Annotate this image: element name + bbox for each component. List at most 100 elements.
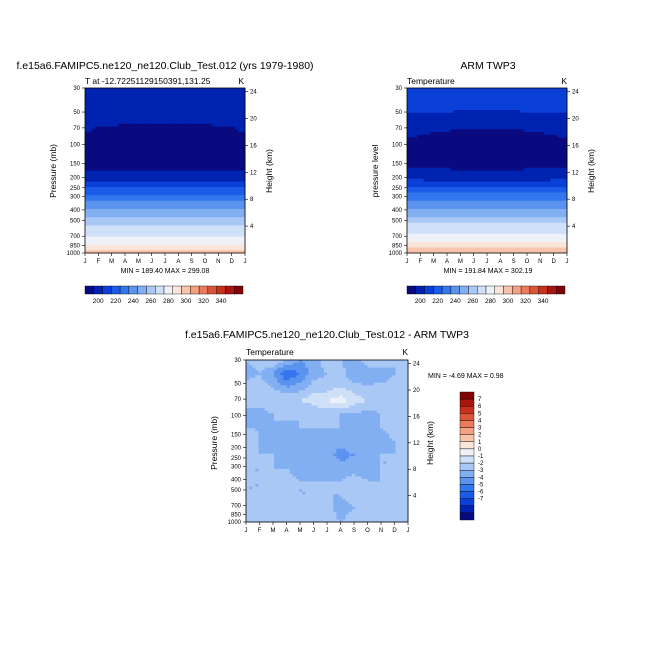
contour-cell [527, 154, 531, 158]
contour-cell [218, 206, 223, 210]
contour-cell [201, 143, 206, 147]
contour-cell [215, 189, 219, 193]
contour-cell [235, 162, 239, 166]
contour-cell [111, 222, 116, 226]
contour-cell [493, 148, 498, 152]
contour-cell [158, 143, 163, 147]
contour-cell [148, 200, 153, 204]
contour-cell [155, 148, 159, 152]
contour-cell [467, 132, 471, 136]
contour-cell [111, 173, 116, 177]
contour-cell [148, 140, 153, 144]
contour-cell [447, 195, 451, 199]
contour-cell [513, 143, 518, 147]
contour-cell [85, 233, 89, 237]
contour-cell [205, 195, 209, 199]
contour-cell [497, 93, 501, 97]
contour-cell [537, 162, 541, 166]
contour-cell [168, 203, 173, 207]
contour-cell [161, 143, 166, 147]
contour-cell [463, 192, 468, 196]
contour-cell [530, 165, 535, 169]
contour-cell [178, 187, 183, 191]
contour-cell [135, 107, 139, 111]
contour-cell [480, 96, 485, 100]
contour-cell [171, 206, 176, 210]
contour-cell [228, 88, 233, 92]
contour-cell [460, 178, 465, 182]
contour-cell [477, 143, 481, 147]
contour-cell [225, 211, 229, 215]
contour-cell [437, 159, 441, 163]
contour-cell [520, 189, 525, 193]
contour-cell [527, 121, 531, 125]
contour-cell [231, 134, 236, 138]
contour-cell [547, 132, 551, 136]
contour-cell [487, 151, 491, 155]
contour-cell [128, 129, 133, 133]
contour-cell [523, 184, 528, 188]
contour-cell [221, 173, 226, 177]
contour-cell [138, 225, 143, 229]
contour-cell [440, 167, 445, 171]
contour-cell [218, 181, 223, 185]
contour-cell [181, 134, 186, 138]
contour-cell [231, 170, 236, 174]
contour-cell [228, 187, 233, 191]
contour-cell [148, 96, 153, 100]
contour-cell [198, 145, 203, 149]
contour-cell [530, 173, 535, 177]
contour-cell [228, 170, 233, 174]
contour-cell [547, 189, 551, 193]
contour-cell [125, 170, 129, 174]
contour-cell [513, 140, 518, 144]
contour-cell [533, 88, 538, 92]
contour-cell [493, 192, 498, 196]
contour-cell [463, 145, 468, 149]
contour-cell [437, 110, 441, 114]
contour-cell [563, 162, 568, 166]
contour-cell [191, 233, 196, 237]
contour-cell [101, 88, 106, 92]
contour-cell [543, 99, 548, 103]
contour-cell [91, 123, 96, 127]
contour-cell [537, 126, 541, 130]
contour-cell [440, 101, 445, 105]
contour-cell [128, 203, 133, 207]
contour-cell [105, 145, 109, 149]
contour-cell [450, 112, 455, 116]
contour-cell [470, 176, 475, 180]
contour-cell [540, 187, 545, 191]
contour-cell [221, 137, 226, 141]
contour-cell [453, 126, 458, 130]
contour-cell [91, 118, 96, 122]
contour-cell [447, 162, 451, 166]
contour-cell [141, 176, 146, 180]
contour-cell [185, 140, 189, 144]
contour-cell [517, 143, 521, 147]
contour-cell [181, 148, 186, 152]
contour-cell [563, 167, 568, 171]
contour-cell [238, 118, 243, 122]
contour-cell [195, 121, 199, 125]
contour-cell [195, 115, 199, 119]
contour-cell [205, 156, 209, 160]
contour-cell [135, 145, 139, 149]
contour-cell [467, 187, 471, 191]
contour-cell [175, 104, 179, 108]
contour-cell [168, 209, 173, 213]
contour-cell [235, 233, 239, 237]
contour-cell [413, 115, 418, 119]
contour-cell [450, 156, 455, 160]
contour-cell [135, 132, 139, 136]
contour-cell [493, 189, 498, 193]
contour-cell [111, 170, 116, 174]
contour-cell [138, 198, 143, 202]
contour-cell [523, 156, 528, 160]
contour-cell [467, 126, 471, 130]
contour-cell [225, 184, 229, 188]
contour-cell [101, 231, 106, 235]
contour-cell [447, 200, 451, 204]
contour-cell [523, 159, 528, 163]
contour-cell [131, 189, 136, 193]
